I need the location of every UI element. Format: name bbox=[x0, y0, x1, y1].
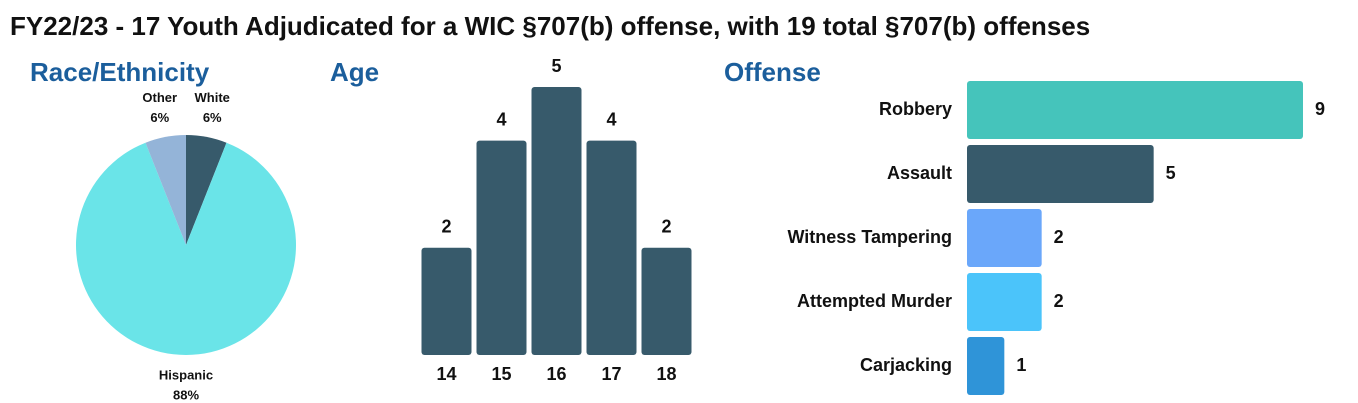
y-tick-label: Carjacking bbox=[860, 355, 952, 375]
value-label: 9 bbox=[1315, 99, 1325, 119]
x-tick-label: 16 bbox=[546, 364, 566, 384]
value-label: 1 bbox=[1016, 355, 1026, 375]
value-label: 4 bbox=[606, 109, 616, 129]
bar bbox=[531, 87, 582, 355]
value-label: 4 bbox=[496, 109, 506, 129]
chart-title: Offense bbox=[724, 57, 821, 87]
y-tick-label: Witness Tampering bbox=[787, 227, 952, 247]
chart-title: Age bbox=[330, 57, 379, 87]
x-tick-label: 15 bbox=[491, 364, 511, 384]
bar bbox=[421, 247, 472, 355]
value-label: 5 bbox=[551, 56, 561, 76]
value-label: 5 bbox=[1166, 163, 1176, 183]
value-label: 2 bbox=[661, 217, 671, 237]
bar bbox=[967, 209, 1042, 267]
pie-slice bbox=[76, 142, 297, 356]
page-title: FY22/23 - 17 Youth Adjudicated for a WIC… bbox=[10, 11, 1090, 41]
value-label: 2 bbox=[441, 217, 451, 237]
y-tick-label: Assault bbox=[887, 163, 952, 183]
x-tick-label: 18 bbox=[656, 364, 676, 384]
bar bbox=[967, 337, 1005, 395]
chart-title: Race/Ethnicity bbox=[30, 57, 210, 87]
y-tick-label: Robbery bbox=[879, 99, 952, 119]
bar bbox=[967, 145, 1154, 203]
pie-slice bbox=[186, 135, 227, 245]
slice-value: 6% bbox=[150, 110, 169, 125]
bar bbox=[476, 140, 527, 355]
y-tick-label: Attempted Murder bbox=[797, 291, 952, 311]
value-label: 2 bbox=[1054, 291, 1064, 311]
bar bbox=[586, 140, 637, 355]
bar bbox=[967, 81, 1303, 139]
bar bbox=[641, 247, 692, 355]
x-tick-label: 14 bbox=[436, 364, 456, 384]
slice-label: Other bbox=[142, 90, 177, 105]
value-label: 2 bbox=[1054, 227, 1064, 247]
slice-value: 88% bbox=[173, 387, 199, 402]
slice-label: Hispanic bbox=[159, 367, 213, 382]
slice-label: White bbox=[195, 90, 230, 105]
bar bbox=[967, 273, 1042, 331]
x-tick-label: 17 bbox=[601, 364, 621, 384]
pie-slice bbox=[145, 135, 186, 245]
slice-value: 6% bbox=[203, 110, 222, 125]
